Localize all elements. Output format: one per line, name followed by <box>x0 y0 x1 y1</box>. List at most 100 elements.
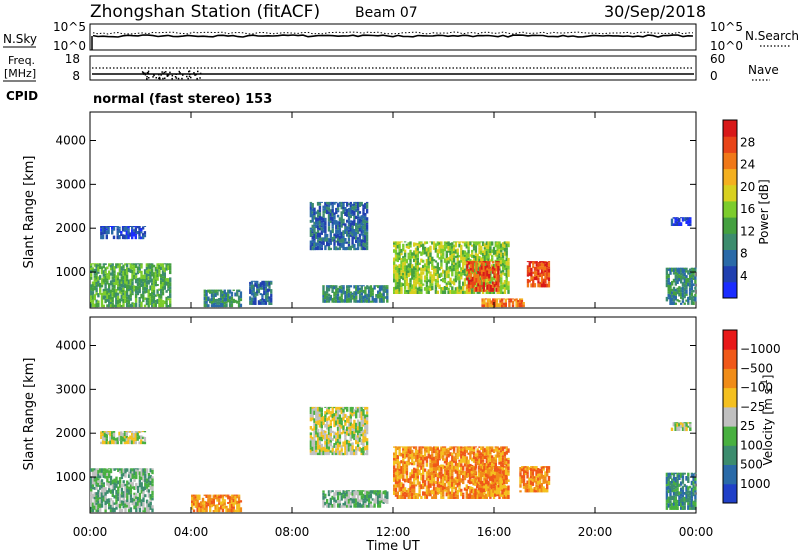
echo-cell <box>521 478 524 484</box>
echo-cell <box>125 270 129 275</box>
echo-cell <box>478 446 481 448</box>
echo-cell <box>97 276 100 281</box>
echo-cell <box>120 488 124 492</box>
echo-cell <box>472 451 476 456</box>
echo-cell <box>336 430 340 435</box>
echo-cell <box>488 278 491 282</box>
echo-cell <box>127 279 131 285</box>
echo-cell <box>477 477 481 482</box>
echo-cell <box>438 467 441 472</box>
echo-cell <box>463 449 467 455</box>
echo-cell <box>493 276 496 279</box>
echo-cell <box>694 276 697 280</box>
echo-cell <box>122 292 125 296</box>
echo-cell <box>353 503 356 508</box>
echo-cell <box>140 293 143 299</box>
echo-cell <box>672 480 676 485</box>
echo-cell <box>109 299 113 302</box>
echo-cell <box>93 481 96 485</box>
echo-cell <box>109 475 113 481</box>
echo-cell <box>671 288 674 292</box>
echo-cell <box>414 272 418 277</box>
echo-cell <box>413 478 416 482</box>
echo-cell <box>429 245 432 251</box>
echo-cell <box>465 255 468 260</box>
echo-cell <box>414 468 418 473</box>
echo-cell <box>104 267 107 271</box>
echo-cell <box>496 241 499 245</box>
echo-cell <box>386 491 389 495</box>
echo-cell <box>105 228 108 231</box>
echo-cell <box>355 502 358 506</box>
echo-cell <box>495 466 499 469</box>
echo-cell <box>237 494 241 497</box>
echo-cell <box>429 271 432 274</box>
echo-cell <box>100 485 104 489</box>
echo-cell <box>478 463 481 467</box>
echo-cell <box>429 257 432 262</box>
echo-cell <box>369 501 373 504</box>
echo-cell <box>488 492 491 497</box>
echo-region <box>249 280 273 305</box>
echo-cell <box>133 288 136 292</box>
echo-cell <box>239 303 243 308</box>
echo-cell <box>342 202 345 207</box>
echo-cell <box>367 491 371 495</box>
echo-cell <box>322 240 325 246</box>
echo-cell <box>95 288 98 293</box>
echo-cell <box>371 300 374 303</box>
echo-cell <box>331 201 334 205</box>
echo-cell <box>95 492 98 496</box>
echo-cell <box>349 446 352 452</box>
echo-cell <box>109 489 113 494</box>
echo-cell <box>366 490 369 492</box>
echo-cell <box>413 280 416 284</box>
echo-cell <box>335 415 338 421</box>
echo-cell <box>458 489 461 493</box>
echo-cell <box>160 280 163 285</box>
echo-cell <box>138 482 142 488</box>
echo-cell <box>436 450 439 453</box>
echo-cell <box>127 491 131 495</box>
echo-cell <box>462 480 465 485</box>
echo-cell <box>191 503 194 508</box>
echo-cell <box>687 422 690 424</box>
echo-cell <box>97 489 100 495</box>
echo-cell <box>161 263 165 266</box>
echo-cell <box>140 270 143 275</box>
echo-cell <box>454 487 458 491</box>
echo-cell <box>458 271 461 274</box>
echo-cell <box>151 292 154 295</box>
echo-cell <box>407 448 410 454</box>
echo-cell <box>443 489 447 492</box>
echo-cell <box>109 480 113 486</box>
echo-cell <box>131 468 134 472</box>
echo-cell <box>535 466 538 470</box>
echo-region <box>90 263 172 308</box>
echo-cell <box>259 301 262 305</box>
echo-cell <box>205 303 208 308</box>
echo-cell <box>432 241 436 243</box>
echo-cell <box>111 279 114 283</box>
echo-cell <box>418 282 421 287</box>
echo-cell <box>685 424 688 427</box>
echo-cell <box>340 219 343 224</box>
echo-cell <box>447 241 450 246</box>
echo-cell <box>429 261 432 264</box>
echo-cell <box>528 279 531 283</box>
echo-cell <box>358 204 362 207</box>
echo-cell <box>427 484 430 489</box>
echo-cell <box>249 296 252 301</box>
echo-cell <box>447 479 450 482</box>
echo-cell <box>456 470 459 476</box>
echo-cell <box>132 439 136 445</box>
echo-cell <box>344 433 347 438</box>
echo-cell <box>443 447 447 452</box>
echo-cell <box>365 417 369 421</box>
echo-cell <box>125 278 129 282</box>
echo-cell <box>680 473 683 478</box>
echo-cell <box>456 276 459 281</box>
echo-cell <box>210 304 214 308</box>
echo-cell <box>131 229 134 232</box>
echo-cell <box>322 222 325 226</box>
